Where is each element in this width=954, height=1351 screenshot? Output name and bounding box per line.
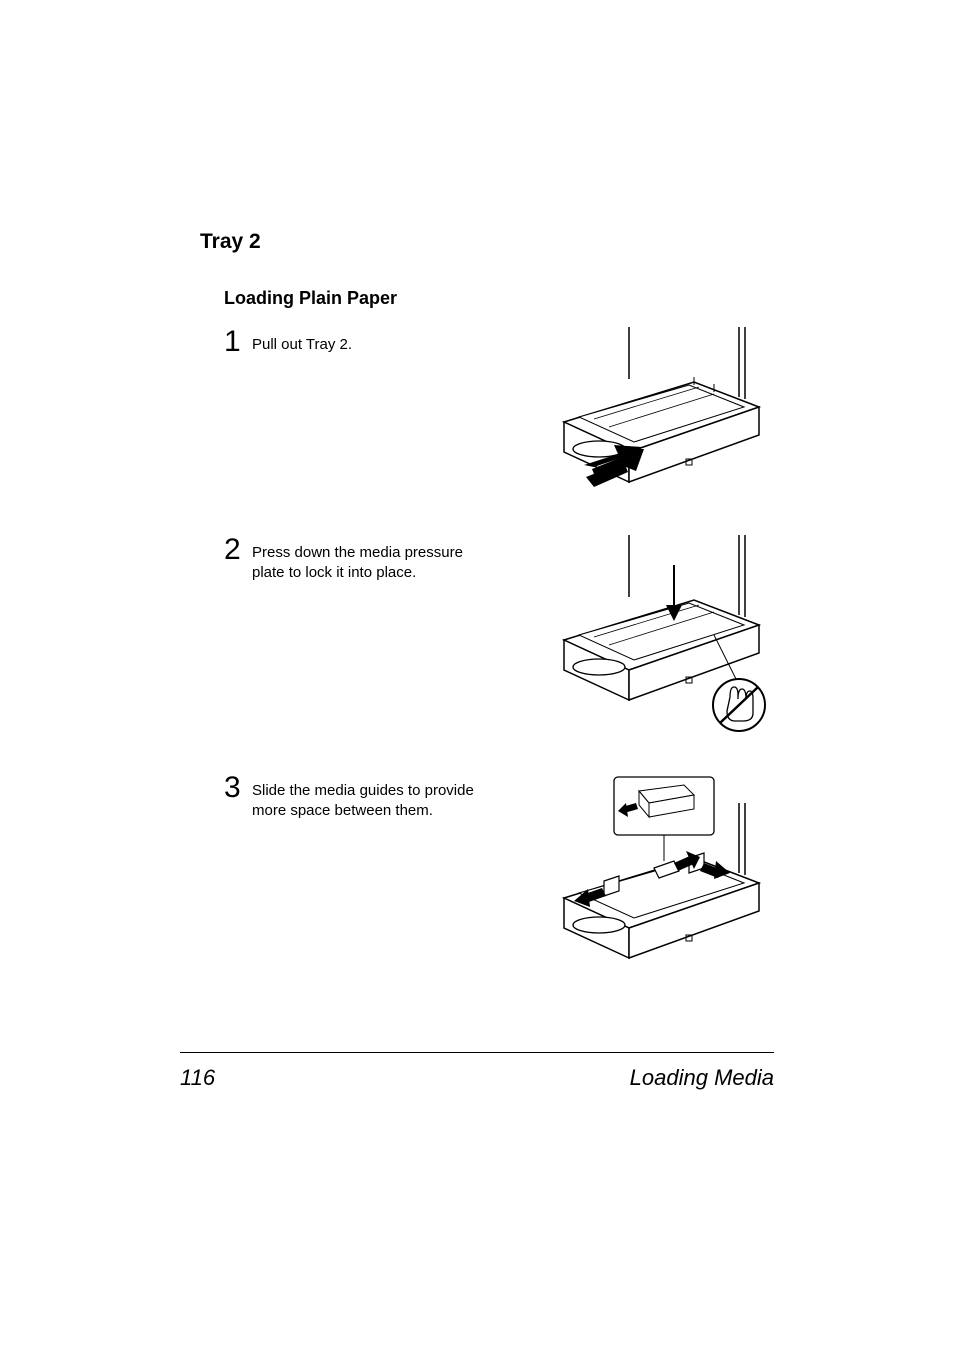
- sub-title: Loading Plain Paper: [224, 288, 774, 309]
- step-text: Pull out Tray 2.: [252, 327, 352, 355]
- steps-list: 1 Pull out Tray 2.: [224, 327, 774, 973]
- step-text: Press down the media pressure plate to l…: [252, 535, 482, 584]
- step-number: 2: [224, 535, 252, 565]
- step-number: 1: [224, 327, 252, 357]
- tray-pull-diagram: [544, 327, 774, 507]
- manual-page: Tray 2 Loading Plain Paper 1 Pull out Tr…: [0, 0, 954, 1351]
- step-figure: [482, 773, 774, 973]
- section-title: Tray 2: [200, 230, 774, 254]
- step-figure: [482, 535, 774, 755]
- step-item: 3 Slide the media guides to provide more…: [224, 773, 774, 973]
- tray-guides-diagram: [544, 773, 774, 973]
- step-number: 3: [224, 773, 252, 803]
- step-figure: [352, 327, 774, 507]
- chapter-title: Loading Media: [630, 1065, 774, 1091]
- step-item: 1 Pull out Tray 2.: [224, 327, 774, 527]
- page-number: 116: [180, 1065, 215, 1091]
- page-footer: 116 Loading Media: [180, 1052, 774, 1091]
- step-text: Slide the media guides to provide more s…: [252, 773, 482, 822]
- step-item: 2 Press down the media pressure plate to…: [224, 535, 774, 765]
- tray-press-plate-diagram: [544, 535, 774, 755]
